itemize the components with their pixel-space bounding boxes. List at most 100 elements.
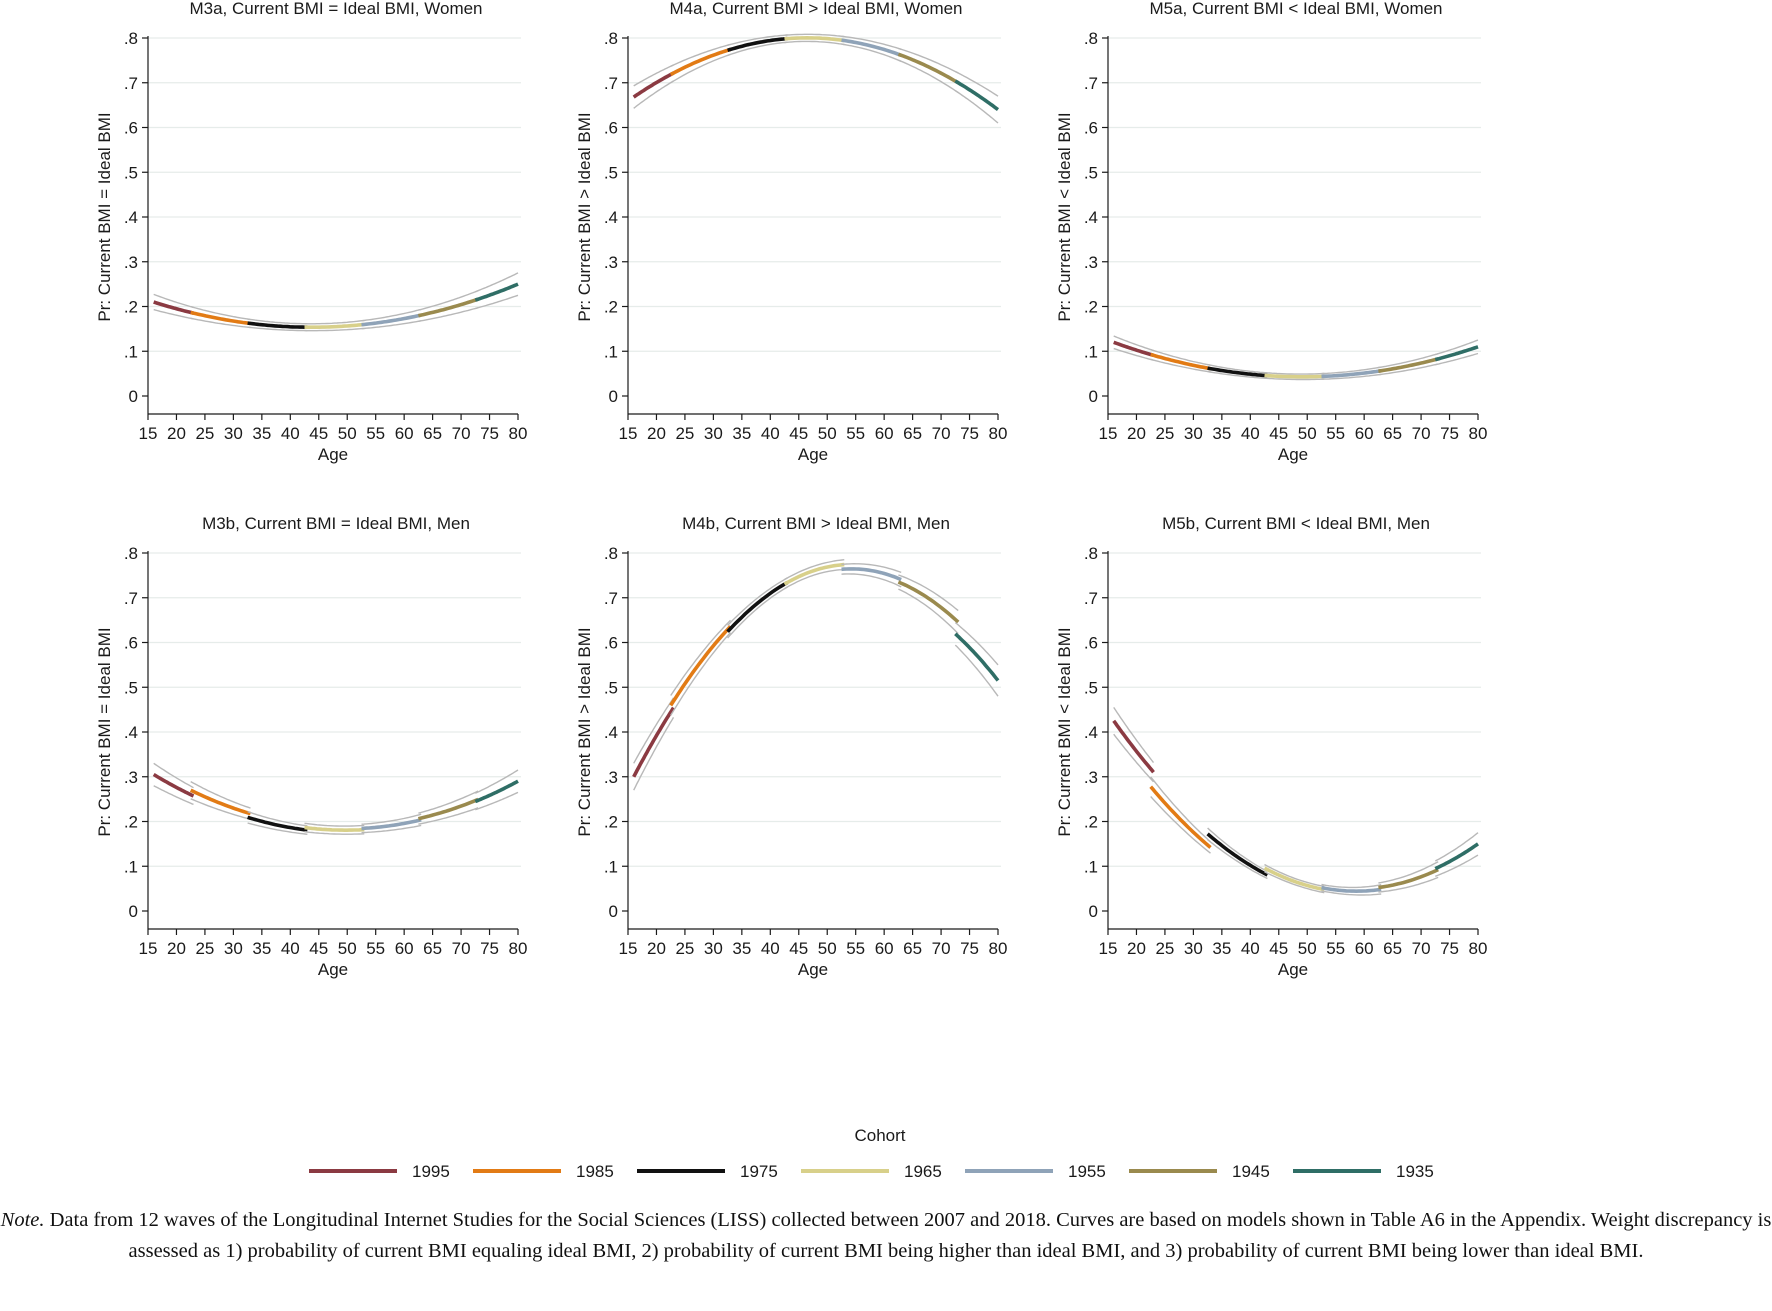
- y-tick-label: .7: [604, 589, 618, 608]
- x-tick-label: 75: [480, 424, 499, 443]
- series-line-1985: [1149, 785, 1212, 849]
- series-line-1975: [1206, 832, 1269, 877]
- y-tick-label: .5: [124, 678, 138, 697]
- series-line-1985: [189, 788, 252, 816]
- series-line-1935: [954, 79, 1000, 112]
- y-tick-label: 0: [1089, 902, 1098, 921]
- ci-upper-1985: [190, 780, 251, 809]
- x-tick-label: 40: [761, 939, 780, 958]
- ci-lower-1985: [670, 53, 731, 84]
- series-line-1975: [727, 36, 788, 53]
- series-line-1985: [1150, 352, 1211, 371]
- series-group: [153, 272, 519, 332]
- x-tick-label: 30: [704, 939, 723, 958]
- x-tick-label: 20: [1127, 424, 1146, 443]
- y-tick-label: .3: [124, 768, 138, 787]
- series-line-1955: [1321, 368, 1382, 379]
- x-tick-label: 30: [224, 424, 243, 443]
- series-line-1985: [669, 47, 732, 77]
- x-tick-label: 45: [309, 424, 328, 443]
- ci-upper-1995: [1113, 335, 1154, 352]
- x-tick-label: 20: [647, 424, 666, 443]
- y-tick-label: .6: [604, 634, 618, 653]
- ci-upper-1955: [1321, 366, 1382, 375]
- y-tick-label: .2: [124, 298, 138, 317]
- ci-lower-1955: [361, 320, 422, 330]
- legend-item-1975: 1975: [637, 1162, 778, 1181]
- x-tick-label: 70: [452, 424, 471, 443]
- y-tick-label: .5: [1084, 163, 1098, 182]
- x-tick-label: 15: [139, 939, 158, 958]
- x-axis-label: Age: [1278, 960, 1308, 979]
- y-tick-label: .1: [124, 857, 138, 876]
- y-tick-label: 0: [129, 902, 138, 921]
- ci-lower-1945: [418, 307, 479, 322]
- series-group: [632, 559, 1000, 791]
- x-tick-label: 30: [704, 424, 723, 443]
- series-line-1985: [190, 310, 251, 326]
- panel-title: M4b, Current BMI > Ideal BMI, Men: [682, 514, 950, 533]
- x-tick-label: 70: [932, 424, 951, 443]
- series-line-1965: [783, 562, 845, 586]
- ci-lower-1945: [898, 588, 959, 635]
- ci-lower-1945: [418, 807, 479, 825]
- y-tick-label: .5: [1084, 678, 1098, 697]
- y-axis-label: Pr: Current BMI < Ideal BMI: [1055, 112, 1074, 321]
- series-line-1955: [1321, 885, 1382, 894]
- x-tick-label: 40: [281, 939, 300, 958]
- series-line-1935: [1434, 842, 1479, 871]
- legend-item-1955: 1955: [965, 1162, 1106, 1181]
- y-tick-label: .8: [124, 29, 138, 48]
- series-line-1935: [1434, 345, 1479, 362]
- legend-item-1945: 1945: [1129, 1162, 1270, 1181]
- x-tick-label: 40: [1241, 939, 1260, 958]
- series-line-1995: [632, 706, 676, 778]
- series-line-1945: [897, 580, 960, 624]
- ci-upper-1945: [418, 289, 479, 311]
- series-line-1955: [841, 38, 902, 57]
- y-tick-label: .4: [124, 723, 138, 742]
- ci-upper-1945: [898, 574, 959, 612]
- note-text: Data from 12 waves of the Longitudinal I…: [44, 1209, 1772, 1262]
- series-line-1965: [784, 35, 845, 43]
- ci-lower-1985: [670, 632, 732, 716]
- x-axis-label: Age: [318, 960, 348, 979]
- y-tick-label: .3: [604, 768, 618, 787]
- x-tick-label: 55: [1326, 939, 1345, 958]
- y-tick-label: .6: [1084, 634, 1098, 653]
- y-tick-label: .7: [1084, 74, 1098, 93]
- y-tick-label: .6: [1084, 119, 1098, 138]
- y-axis-label: Pr: Current BMI = Ideal BMI: [95, 112, 114, 321]
- ci-upper-1935: [1434, 832, 1479, 862]
- x-tick-label: 80: [509, 939, 528, 958]
- y-tick-label: .8: [604, 544, 618, 563]
- legend-label: 1935: [1396, 1162, 1434, 1181]
- x-tick-label: 65: [423, 424, 442, 443]
- series-line-1995: [632, 71, 675, 99]
- legend-item-1935: 1935: [1293, 1162, 1434, 1181]
- y-tick-label: .1: [1084, 342, 1098, 361]
- y-tick-label: .7: [124, 589, 138, 608]
- ci-upper-1965: [784, 559, 845, 581]
- panel-title: M5a, Current BMI < Ideal BMI, Women: [1149, 0, 1442, 18]
- ci-lower-1955: [841, 43, 902, 62]
- x-tick-label: 55: [366, 424, 385, 443]
- x-tick-label: 70: [932, 939, 951, 958]
- x-tick-label: 75: [480, 939, 499, 958]
- y-tick-label: .1: [604, 342, 618, 361]
- panel-title: M4a, Current BMI > Ideal BMI, Women: [669, 0, 962, 18]
- legend-label: 1965: [904, 1162, 942, 1181]
- x-tick-label: 50: [338, 424, 357, 443]
- y-tick-label: 0: [609, 902, 618, 921]
- ci-lower-1985: [190, 317, 251, 329]
- ci-upper-1965: [304, 319, 365, 325]
- ci-lower-1955: [1321, 373, 1382, 380]
- x-tick-label: 65: [423, 939, 442, 958]
- x-tick-label: 25: [675, 939, 694, 958]
- x-tick-label: 50: [818, 424, 837, 443]
- x-tick-label: 50: [1298, 424, 1317, 443]
- x-tick-label: 50: [338, 939, 357, 958]
- y-tick-label: .8: [1084, 29, 1098, 48]
- legend-items: 1995 1985 1975 1965 1955 1945 1935: [309, 1162, 1434, 1181]
- series-line-1975: [247, 815, 308, 832]
